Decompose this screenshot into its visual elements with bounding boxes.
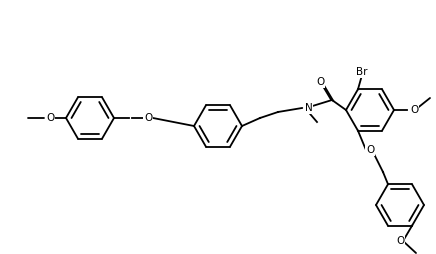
Text: Br: Br [356, 67, 368, 77]
Text: N: N [305, 103, 313, 113]
Text: O: O [144, 113, 152, 123]
Text: O: O [366, 145, 374, 155]
Text: O: O [396, 236, 404, 246]
Text: O: O [410, 105, 418, 115]
Text: O: O [46, 113, 54, 123]
Text: O: O [316, 77, 324, 87]
